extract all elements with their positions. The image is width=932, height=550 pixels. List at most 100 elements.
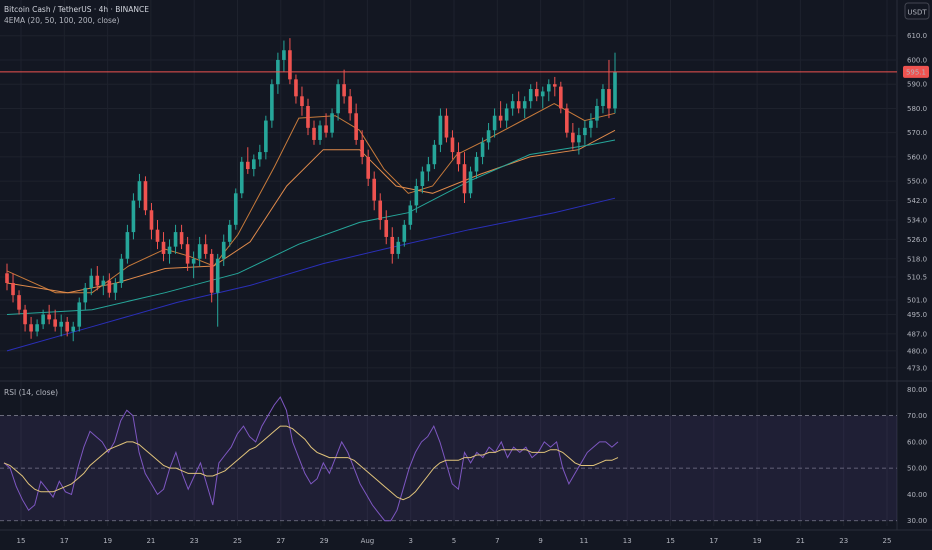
candle[interactable] — [288, 38, 292, 85]
candle[interactable] — [143, 176, 148, 216]
candle[interactable] — [402, 219, 407, 247]
candle[interactable] — [324, 113, 328, 138]
candle[interactable] — [300, 86, 304, 116]
candle[interactable] — [420, 166, 425, 194]
last-price-badge[interactable]: 595.1 — [903, 65, 929, 78]
candle[interactable] — [5, 263, 9, 291]
candle[interactable] — [95, 266, 100, 291]
candle[interactable] — [215, 253, 220, 327]
candle[interactable] — [89, 268, 94, 296]
candle[interactable] — [306, 98, 310, 136]
candle[interactable] — [282, 40, 286, 73]
candle[interactable] — [486, 122, 491, 150]
candle[interactable] — [462, 152, 467, 203]
candle[interactable] — [510, 93, 515, 116]
candle[interactable] — [571, 122, 575, 150]
candle[interactable] — [77, 297, 82, 332]
candle[interactable] — [522, 96, 527, 119]
candle[interactable] — [59, 314, 63, 337]
candle[interactable] — [444, 108, 449, 143]
candle[interactable] — [233, 188, 238, 230]
candle[interactable] — [113, 278, 118, 300]
candle[interactable] — [65, 316, 70, 337]
candle[interactable] — [294, 74, 298, 104]
candle[interactable] — [601, 84, 605, 114]
candle[interactable] — [396, 236, 401, 259]
candle[interactable] — [378, 193, 383, 230]
candle[interactable] — [438, 108, 443, 153]
candle[interactable] — [607, 59, 611, 119]
candle[interactable] — [589, 113, 593, 138]
ema-indicator-label[interactable]: 4EMA (20, 50, 100, 200, close) — [4, 16, 120, 25]
candle[interactable] — [221, 234, 226, 267]
candle[interactable] — [330, 108, 334, 138]
candle[interactable] — [342, 69, 346, 104]
rsi-indicator-label[interactable]: RSI (14, close) — [4, 388, 58, 397]
candle[interactable] — [432, 139, 437, 170]
candle[interactable] — [191, 251, 196, 279]
candle[interactable] — [258, 144, 262, 167]
candle[interactable] — [595, 98, 599, 128]
candle[interactable] — [468, 166, 473, 199]
candle[interactable] — [53, 309, 57, 332]
candle[interactable] — [203, 234, 208, 259]
candle[interactable] — [408, 200, 413, 230]
candle[interactable] — [167, 239, 172, 264]
candle[interactable] — [552, 76, 557, 97]
candle[interactable] — [209, 249, 214, 303]
candle[interactable] — [390, 227, 395, 264]
candle[interactable] — [131, 193, 136, 240]
candle[interactable] — [613, 52, 617, 114]
candle[interactable] — [270, 79, 274, 128]
candle[interactable] — [516, 91, 521, 114]
candle[interactable] — [179, 224, 184, 250]
currency-button[interactable]: USDT — [904, 2, 930, 20]
candle[interactable] — [450, 130, 455, 160]
candle[interactable] — [35, 319, 39, 337]
candle[interactable] — [161, 232, 166, 262]
candle[interactable] — [83, 283, 88, 310]
candle[interactable] — [456, 142, 461, 172]
candle[interactable] — [540, 86, 545, 109]
candle[interactable] — [47, 304, 51, 325]
candle[interactable] — [41, 309, 45, 330]
candle[interactable] — [264, 115, 268, 160]
candle[interactable] — [107, 273, 112, 298]
candle[interactable] — [534, 81, 539, 102]
candle[interactable] — [354, 103, 358, 145]
candle[interactable] — [227, 219, 232, 247]
candle[interactable] — [336, 79, 340, 121]
candle[interactable] — [149, 203, 154, 240]
candle[interactable] — [312, 120, 316, 145]
candle[interactable] — [426, 156, 431, 182]
price-axis[interactable]: 610.0 600.0 590.0 580.0 570.0 560.0 550.0 542.0… — [903, 32, 929, 372]
symbol-title[interactable]: Bitcoin Cash / TetherUS · 4h · BINANCE — [4, 5, 149, 14]
candle[interactable] — [23, 304, 27, 332]
candle[interactable] — [528, 84, 533, 109]
candle[interactable] — [474, 152, 479, 179]
candle[interactable] — [239, 156, 244, 199]
candle[interactable] — [155, 219, 160, 250]
candle[interactable] — [492, 108, 497, 138]
candle[interactable] — [583, 120, 587, 145]
candle[interactable] — [384, 210, 389, 245]
candle[interactable] — [17, 290, 21, 315]
candle[interactable] — [29, 316, 33, 339]
candle[interactable] — [480, 137, 485, 165]
time-axis[interactable]: 15 17 19 21 23 25 27 29 Aug 3 5 7 9 11 13 15 17 19 21 23 25 — [17, 537, 892, 545]
candle[interactable] — [565, 103, 569, 138]
candle[interactable] — [414, 178, 419, 213]
candle[interactable] — [318, 120, 322, 145]
candle[interactable] — [11, 273, 15, 303]
candle[interactable] — [185, 236, 190, 271]
candle[interactable] — [360, 130, 364, 165]
candle[interactable] — [125, 224, 130, 264]
candle[interactable] — [504, 103, 509, 128]
candle[interactable] — [119, 253, 124, 288]
candle[interactable] — [252, 154, 256, 177]
candle[interactable] — [173, 224, 178, 254]
candle[interactable] — [348, 89, 352, 121]
candle[interactable] — [245, 147, 250, 174]
candle[interactable] — [366, 149, 370, 187]
